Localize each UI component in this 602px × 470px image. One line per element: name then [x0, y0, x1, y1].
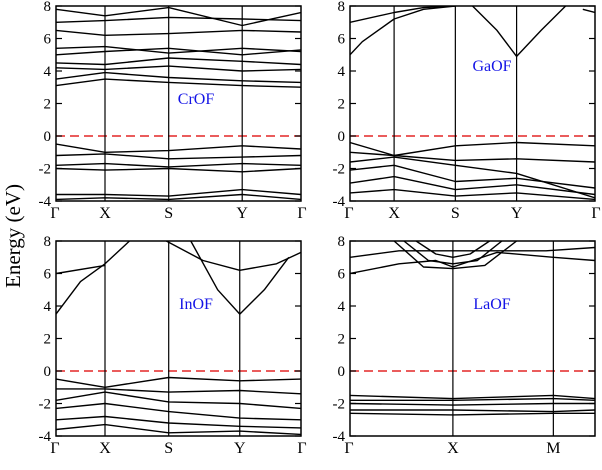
material-label: InOF	[179, 296, 213, 313]
y-axis-label: Energy (eV)	[1, 184, 25, 288]
band-line-2	[472, 6, 567, 58]
y-tick-label: -4	[333, 194, 346, 210]
band-line-4	[56, 376, 301, 388]
y-tick-label: 0	[44, 364, 52, 380]
y-tick-label: -4	[333, 429, 346, 445]
band-line-4	[350, 141, 595, 157]
y-tick-label: 2	[44, 97, 52, 113]
kpoint-label: Γ	[50, 205, 59, 222]
bands	[350, 6, 595, 201]
y-tick-label: 6	[338, 267, 346, 283]
kpoint-label: Y	[511, 205, 523, 222]
band-line-1	[350, 246, 595, 258]
band-line-9	[56, 423, 301, 436]
y-tick-label: -2	[333, 162, 346, 178]
panel-frame	[55, 240, 302, 437]
kpoint-label: M	[546, 440, 560, 457]
panel-frame	[349, 5, 596, 202]
kpoint-label: X	[99, 440, 111, 457]
band-line-1	[56, 16, 301, 23]
band-line-8	[56, 78, 301, 88]
y-tick-label: 8	[338, 0, 346, 15]
band-line-8	[350, 175, 595, 196]
panel-laof: Γ X M -4 -2 0 2 4 6 8 LaOF	[333, 234, 596, 457]
band-line-5	[56, 388, 301, 395]
y-tick-label: 4	[338, 299, 346, 315]
kpoint-label: S	[451, 205, 460, 222]
band-line-5	[350, 394, 595, 400]
kpoint-label: X	[447, 440, 459, 457]
band-line-9	[350, 188, 595, 201]
band-line-6	[56, 391, 301, 410]
material-label: CrOF	[178, 91, 215, 108]
band-line-9	[56, 143, 301, 154]
material-label: GaOF	[472, 58, 511, 75]
y-tick-label: 2	[44, 332, 52, 348]
y-tick-label: -2	[333, 397, 346, 413]
band-line-7	[350, 164, 595, 189]
y-tick-label: 6	[44, 267, 52, 283]
kpoint-label: Y	[236, 205, 248, 222]
band-line-9	[350, 412, 595, 416]
material-label: LaOF	[473, 296, 510, 313]
y-tick-label: 8	[44, 234, 52, 250]
band-line-1	[350, 6, 456, 23]
kpoint-label: S	[164, 440, 173, 457]
y-tick-label: 4	[338, 64, 346, 80]
band-line-12	[56, 167, 301, 173]
band-line-5	[56, 57, 301, 66]
band-line-0	[350, 251, 595, 275]
band-line-10	[56, 153, 301, 160]
y-tick-label: 0	[338, 364, 346, 380]
y-tick-label: 6	[338, 32, 346, 48]
y-tick-label: -4	[39, 429, 52, 445]
y-tick-label: 0	[44, 129, 52, 145]
band-line-11	[56, 162, 301, 168]
y-tick-label: 4	[44, 64, 52, 80]
band-line-0	[56, 6, 301, 27]
kpoint-label: X	[99, 205, 111, 222]
y-tick-label: 6	[44, 32, 52, 48]
y-tick-label: 4	[44, 299, 52, 315]
bands	[56, 241, 301, 436]
band-line-6	[56, 65, 301, 72]
kpoint-label: Γ	[344, 440, 353, 457]
kpoint-label: Γ	[297, 205, 306, 222]
band-line-2	[165, 241, 301, 271]
band-line-0	[350, 6, 456, 56]
y-tick-label: 8	[338, 234, 346, 250]
band-line-13	[56, 188, 301, 197]
y-tick-label: 2	[338, 332, 346, 348]
y-tick-label: -2	[39, 162, 52, 178]
y-tick-label: 2	[338, 97, 346, 113]
kpoint-label: Y	[234, 440, 246, 457]
kpoint-label: Γ	[50, 440, 59, 457]
band-line-8	[350, 409, 595, 413]
y-tick-label: -2	[39, 397, 52, 413]
band-line-2	[56, 29, 301, 36]
band-line-6	[350, 397, 595, 401]
kpoint-label: Γ	[344, 205, 353, 222]
bands	[350, 241, 595, 416]
band-line-2	[393, 241, 518, 270]
kpoint-label: S	[164, 205, 173, 222]
panel-frame	[349, 240, 596, 437]
kpoint-label: Γ	[297, 440, 306, 457]
y-tick-label: 0	[338, 129, 346, 145]
kpoint-label: Γ	[591, 205, 600, 222]
y-tick-label: -4	[39, 194, 52, 210]
band-line-3	[582, 8, 595, 14]
kpoint-label: X	[388, 205, 400, 222]
band-line-0	[56, 241, 130, 315]
y-tick-label: 8	[44, 0, 52, 15]
band-line-1	[56, 264, 106, 275]
band-line-7	[350, 402, 595, 406]
